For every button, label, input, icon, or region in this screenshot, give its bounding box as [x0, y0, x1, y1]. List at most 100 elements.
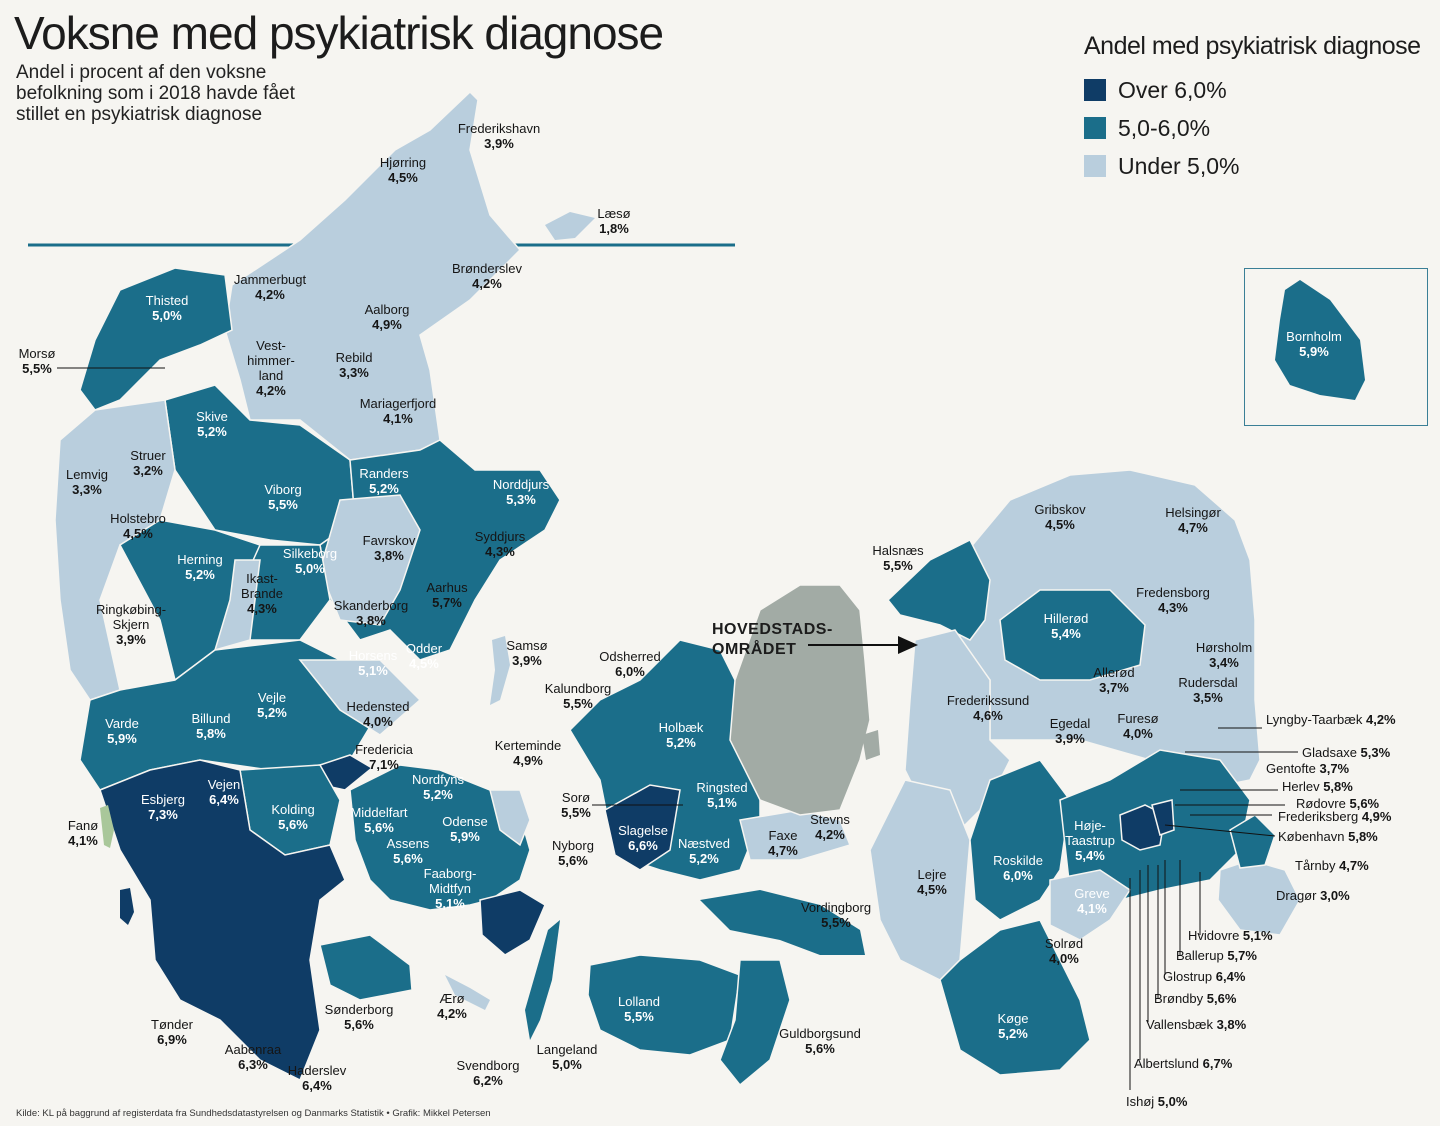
municipality-value: 5,2%	[689, 851, 719, 866]
municipality-name: Gentofte	[1266, 761, 1316, 776]
region-samso	[490, 636, 510, 705]
municipality-value: 4,0%	[1123, 726, 1153, 741]
municipality-label: Brøndby 5,6%	[1154, 991, 1236, 1006]
municipality-value: 6,0%	[615, 664, 645, 679]
municipality-value: 5,2%	[369, 481, 399, 496]
municipality-value: 3,0%	[1316, 888, 1350, 903]
municipality-value: 5,5%	[883, 558, 913, 573]
municipality-value: 4,1%	[383, 411, 413, 426]
municipality-value: 4,6%	[973, 708, 1003, 723]
municipality-label: Solrød 4,0%	[1045, 936, 1083, 966]
municipality-value: 3,8%	[1212, 1017, 1247, 1032]
municipality-value: 5,2%	[185, 567, 215, 582]
municipality-value: 4,2%	[815, 827, 845, 842]
source-note: Kilde: KL på baggrund af registerdata fr…	[16, 1108, 491, 1119]
municipality-label: Fredensborg 4,3%	[1136, 585, 1210, 615]
municipality-name: Roskilde	[993, 853, 1043, 868]
region-laeso	[545, 212, 595, 240]
municipality-label: Silkeborg 5,0%	[283, 546, 337, 576]
municipality-name: Greve	[1074, 886, 1110, 901]
municipality-name: København	[1278, 829, 1345, 844]
municipality-value: 5,3%	[506, 492, 536, 507]
municipality-value: 5,1%	[435, 896, 465, 911]
municipality-label: Frederiksberg 4,9%	[1278, 809, 1391, 824]
municipality-label: Lemvig 3,3%	[66, 467, 108, 497]
municipality-label: Egedal 3,9%	[1050, 716, 1090, 746]
municipality-label: Morsø 5,5%	[19, 346, 56, 376]
municipality-name: Ringkøbing- Skjern	[95, 602, 167, 632]
municipality-label: Nyborg 5,6%	[552, 838, 594, 868]
municipality-value: 6,2%	[473, 1073, 503, 1088]
municipality-value: 6,9%	[157, 1032, 187, 1047]
region-fano	[100, 805, 114, 848]
region-hedensted	[298, 659, 422, 736]
municipality-label: Aarhus 5,7%	[426, 580, 467, 610]
municipality-label: Randers 5,2%	[359, 466, 408, 496]
region-svendborg	[479, 889, 546, 956]
municipality-name: Viborg	[264, 482, 302, 497]
municipality-label: Skanderborg 3,8%	[334, 598, 408, 628]
municipality-label: Fanø 4,1%	[68, 818, 98, 848]
municipality-value: 3,9%	[484, 136, 514, 151]
municipality-label: Tønder 6,9%	[151, 1017, 193, 1047]
municipality-name: Billund	[191, 711, 231, 726]
municipality-value: 4,3%	[247, 601, 277, 616]
region-bornholm	[1275, 280, 1365, 400]
municipality-value: 5,6%	[558, 853, 588, 868]
region-amager-small	[862, 730, 880, 760]
capital-area-label: HOVEDSTADS- OMRÅDET	[712, 620, 833, 660]
municipality-name: Halsnæs	[872, 543, 924, 558]
municipality-value: 4,2%	[256, 383, 286, 398]
municipality-label: Skive 5,2%	[196, 409, 228, 439]
municipality-name: Høje- Taastrup	[1065, 818, 1115, 848]
municipality-name: Næstved	[677, 836, 731, 851]
municipality-label: Gladsaxe 5,3%	[1302, 745, 1390, 760]
region-thy-skive	[79, 267, 233, 411]
municipality-value: 5,2%	[257, 705, 287, 720]
municipality-name: Lejre	[917, 867, 947, 882]
municipality-name: Aabenraa	[224, 1042, 282, 1057]
municipality-name: Allerød	[1093, 665, 1135, 680]
municipality-label: Svendborg 6,2%	[457, 1058, 520, 1088]
municipality-name: Rudersdal	[1178, 675, 1238, 690]
municipality-label: Assens 5,6%	[387, 836, 430, 866]
municipality-label: Herning 5,2%	[177, 552, 223, 582]
municipality-name: Jammerbugt	[233, 272, 307, 287]
municipality-name: Stevns	[810, 812, 850, 827]
municipality-label: Læsø 1,8%	[597, 206, 630, 236]
municipality-value: 4,2%	[472, 276, 502, 291]
municipality-label: Brønderslev 4,2%	[452, 261, 522, 291]
municipality-name: Slagelse	[618, 823, 668, 838]
municipality-label: Lolland 5,5%	[618, 994, 660, 1024]
municipality-name: Middelfart	[350, 805, 408, 820]
municipality-label: Stevns 4,2%	[810, 812, 850, 842]
municipality-name: Furesø	[1117, 711, 1159, 726]
region-langeland	[525, 920, 560, 1040]
municipality-name: Ringsted	[696, 780, 748, 795]
municipality-value: 1,8%	[599, 221, 629, 236]
municipality-value: 5,2%	[666, 735, 696, 750]
municipality-label: Esbjerg 7,3%	[141, 792, 185, 822]
municipality-name: Samsø	[506, 638, 548, 653]
municipality-label: Hvidovre 5,1%	[1188, 928, 1273, 943]
municipality-name: Norddjurs	[492, 477, 550, 492]
municipality-name: Fanø	[67, 818, 99, 833]
municipality-name: Vejle	[257, 690, 287, 705]
region-funen	[349, 764, 531, 911]
municipality-name: Favrskov	[362, 533, 416, 548]
municipality-value: 5,6%	[1203, 991, 1237, 1006]
municipality-value: 4,9%	[513, 753, 543, 768]
municipality-label: Mariagerfjord 4,1%	[360, 396, 437, 426]
municipality-name: Kalundborg	[544, 681, 612, 696]
municipality-name: Varde	[105, 716, 139, 731]
municipality-name: Haderslev	[287, 1063, 347, 1078]
municipality-name: Skanderborg	[333, 598, 409, 613]
legend-item-mid: 5,0-6,0%	[1084, 109, 1421, 147]
municipality-name: Køge	[997, 1011, 1029, 1026]
municipality-value: 5,6%	[393, 851, 423, 866]
municipality-name: Vordingborg	[800, 900, 872, 915]
municipality-value: 4,0%	[1049, 951, 1079, 966]
municipality-label: Hedensted 4,0%	[347, 699, 410, 729]
municipality-label: Sorø 5,5%	[561, 790, 591, 820]
municipality-value: 5,8%	[1344, 829, 1378, 844]
